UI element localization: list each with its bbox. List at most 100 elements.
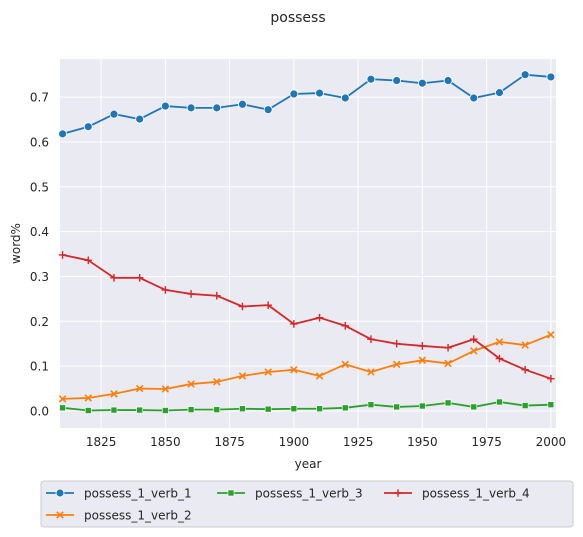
series-line <box>62 73 551 135</box>
y-tick-label: 0.3 <box>30 270 49 284</box>
data-point <box>392 360 401 369</box>
data-point <box>162 407 169 414</box>
x-tick-label: 1950 <box>407 435 438 449</box>
data-point <box>418 356 427 365</box>
data-point <box>213 378 221 386</box>
data-point <box>495 354 504 363</box>
data-point <box>160 101 170 111</box>
series-possess_1_verb_2 <box>58 330 555 403</box>
series-line <box>62 254 552 380</box>
data-point <box>341 360 350 369</box>
data-point <box>84 256 93 265</box>
chart-title: possess <box>270 10 325 26</box>
y-axis-ticks: 0.0 0.1 0.2 0.3 0.4 0.5 0.6 0.7 <box>30 91 49 419</box>
data-point <box>58 251 67 259</box>
data-point <box>239 405 246 413</box>
data-point <box>418 342 427 350</box>
data-point <box>135 384 144 393</box>
data-point <box>469 93 479 103</box>
data-point <box>340 93 350 103</box>
data-point <box>161 286 170 294</box>
data-point <box>316 405 323 413</box>
data-point <box>392 339 401 348</box>
legend-marker <box>227 489 235 497</box>
data-point <box>443 76 453 85</box>
y-tick-label: 0.6 <box>30 135 49 149</box>
y-tick-label: 0.5 <box>30 180 49 194</box>
series-line <box>62 401 551 412</box>
data-point <box>238 302 247 311</box>
series-possess_1_verb_4 <box>58 251 555 383</box>
data-point <box>417 78 427 88</box>
data-point <box>161 385 170 393</box>
y-tick-label: 0.1 <box>30 360 49 374</box>
data-point <box>289 89 299 99</box>
data-point <box>213 406 221 413</box>
legend-item: possess_1_verb_2 <box>46 509 192 523</box>
data-point <box>341 404 349 412</box>
series-layer <box>58 70 556 414</box>
data-point <box>58 395 67 403</box>
data-point <box>290 405 298 413</box>
data-point <box>110 390 118 398</box>
data-point <box>444 343 452 352</box>
data-point <box>263 105 273 115</box>
data-point <box>367 401 375 408</box>
legend-marker <box>55 488 65 498</box>
y-axis-label: word% <box>9 223 23 264</box>
data-point <box>264 301 272 309</box>
y-tick-label: 0.4 <box>30 225 49 239</box>
data-point <box>495 338 504 346</box>
x-tick-label: 1900 <box>279 435 310 449</box>
legend-label: possess_1_verb_3 <box>255 487 363 501</box>
data-point <box>367 368 375 376</box>
data-point <box>520 70 530 80</box>
data-point <box>366 74 376 84</box>
data-point <box>264 405 272 413</box>
data-point <box>58 129 67 139</box>
y-tick-label: 0.2 <box>30 315 49 329</box>
x-axis-label: year <box>295 457 322 471</box>
data-point <box>238 99 247 109</box>
data-point <box>110 274 118 282</box>
data-point <box>367 335 375 344</box>
data-point <box>186 103 196 113</box>
data-point <box>109 109 119 119</box>
data-point <box>135 114 145 124</box>
data-point <box>469 347 478 355</box>
data-point <box>84 394 93 402</box>
data-point <box>547 374 555 383</box>
x-tick-label: 1925 <box>343 435 374 449</box>
x-tick-label: 2000 <box>536 435 567 449</box>
legend-item: possess_1_verb_1 <box>46 487 192 501</box>
series-possess_1_verb_1 <box>58 70 556 139</box>
x-tick-label: 1850 <box>150 435 181 449</box>
series-line <box>62 333 552 400</box>
legend-item: possess_1_verb_3 <box>217 487 363 501</box>
legend-label: possess_1_verb_4 <box>422 487 530 501</box>
data-point <box>495 88 504 98</box>
legend-label: possess_1_verb_2 <box>84 509 192 523</box>
data-point <box>393 403 400 411</box>
data-point <box>212 103 222 113</box>
data-point <box>187 380 195 388</box>
data-point <box>110 406 118 414</box>
x-tick-label: 1975 <box>471 435 502 449</box>
data-point <box>187 290 195 298</box>
x-tick-label: 1825 <box>86 435 117 449</box>
data-point <box>547 330 555 339</box>
data-point <box>496 398 503 406</box>
data-point <box>135 274 144 282</box>
data-point <box>521 365 529 374</box>
y-tick-label: 0.7 <box>30 91 49 105</box>
data-point <box>444 359 452 368</box>
legend: possess_1_verb_1 possess_1_verb_2 possess_… <box>40 480 574 528</box>
data-point <box>83 122 93 132</box>
legend-item: possess_1_verb_4 <box>384 487 530 501</box>
data-point <box>315 372 324 380</box>
series-possess_1_verb_3 <box>59 398 555 414</box>
data-point <box>521 402 529 409</box>
data-point <box>290 365 298 374</box>
data-point <box>84 407 92 414</box>
data-point <box>315 313 324 322</box>
